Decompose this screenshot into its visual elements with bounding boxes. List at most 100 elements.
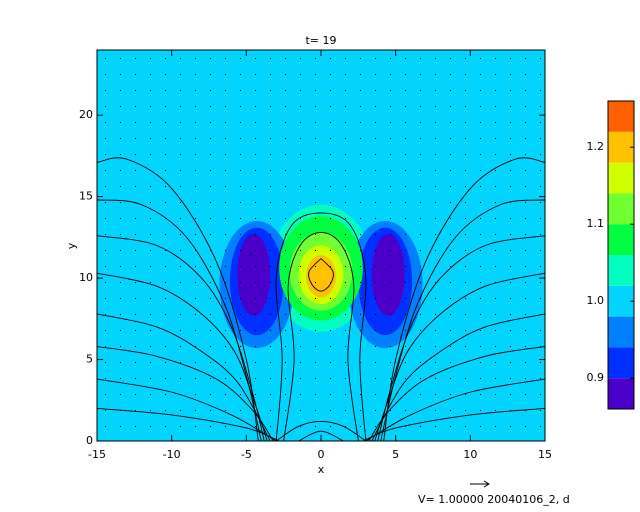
vector-dot	[225, 410, 226, 411]
vector-dot	[435, 74, 436, 75]
vector-dot	[360, 186, 361, 187]
vector-dot	[210, 74, 211, 75]
vector-dot	[120, 154, 121, 155]
vector-dot	[495, 426, 496, 427]
vector-dot	[405, 378, 406, 379]
vector-dot	[270, 234, 271, 235]
vector-dot	[525, 170, 526, 171]
vector-dot	[105, 154, 106, 155]
vector-dot	[450, 394, 451, 395]
vector-dot	[300, 298, 301, 299]
vector-dot	[135, 330, 136, 331]
vector-dot	[120, 426, 121, 427]
vector-dot	[225, 138, 226, 139]
vector-dot	[315, 186, 316, 187]
vector-dot	[345, 282, 346, 283]
vector-dot	[360, 170, 361, 171]
vector-dot	[420, 250, 421, 251]
vector-dot	[405, 426, 406, 427]
vector-dot	[405, 106, 406, 107]
vector-dot	[480, 346, 481, 347]
vector-dot	[300, 282, 301, 283]
vector-dot	[495, 90, 496, 91]
vector-dot	[165, 250, 166, 251]
vector-dot	[300, 426, 301, 427]
vector-dot	[450, 58, 451, 59]
vector-dot	[360, 58, 361, 59]
vector-dot	[540, 266, 541, 267]
vector-dot	[270, 266, 271, 267]
vector-dot	[330, 362, 331, 363]
vector-dot	[420, 266, 421, 267]
vector-dot	[450, 410, 451, 411]
vector-dot	[315, 330, 316, 331]
vector-dot	[360, 74, 361, 75]
vector-dot	[525, 410, 526, 411]
vector-dot	[270, 106, 271, 107]
vector-dot	[105, 362, 106, 363]
vector-dot	[300, 250, 301, 251]
vector-dot	[135, 426, 136, 427]
vector-dot	[480, 234, 481, 235]
vector-dot	[225, 106, 226, 107]
vector-dot	[375, 394, 376, 395]
vector-dot	[435, 330, 436, 331]
vector-dot	[300, 410, 301, 411]
field-line	[275, 420, 367, 441]
vector-dot	[255, 298, 256, 299]
vector-dot	[390, 170, 391, 171]
vector-dot	[450, 154, 451, 155]
vector-dot	[405, 138, 406, 139]
vector-dot	[165, 218, 166, 219]
vector-dot	[450, 186, 451, 187]
vector-dot	[150, 122, 151, 123]
vector-dot	[210, 330, 211, 331]
vector-dot	[540, 170, 541, 171]
vector-dot	[360, 426, 361, 427]
vector-dot	[180, 330, 181, 331]
vector-dot	[270, 58, 271, 59]
vector-dot	[255, 90, 256, 91]
vector-dot	[480, 378, 481, 379]
vector-dot	[120, 186, 121, 187]
vector-dot	[390, 298, 391, 299]
vector-dot	[135, 250, 136, 251]
vector-dot	[150, 394, 151, 395]
vector-dot	[165, 362, 166, 363]
vector-dot	[210, 394, 211, 395]
vector-dot	[375, 170, 376, 171]
vector-dot	[435, 122, 436, 123]
vector-dot	[300, 394, 301, 395]
vector-dot	[255, 426, 256, 427]
vector-dot	[240, 266, 241, 267]
vector-dot	[420, 346, 421, 347]
vector-dot	[225, 170, 226, 171]
vector-dot	[210, 362, 211, 363]
colorbar-band	[608, 378, 634, 409]
vector-dot	[405, 170, 406, 171]
vector-dot	[255, 154, 256, 155]
vector-dot	[420, 106, 421, 107]
vector-dot	[285, 90, 286, 91]
vector-dot	[150, 154, 151, 155]
vector-dot	[330, 378, 331, 379]
vector-dot	[150, 218, 151, 219]
vector-dot	[540, 138, 541, 139]
vector-dot	[105, 138, 106, 139]
vector-dot	[405, 266, 406, 267]
vector-dot	[165, 122, 166, 123]
vector-dot	[255, 170, 256, 171]
vector-dot	[540, 154, 541, 155]
vector-dot	[270, 202, 271, 203]
vector-dot	[450, 298, 451, 299]
vector-dot	[135, 154, 136, 155]
vector-dot	[540, 58, 541, 59]
vector-dot	[255, 314, 256, 315]
vector-dot	[465, 234, 466, 235]
vector-dot	[525, 218, 526, 219]
vector-dot	[180, 122, 181, 123]
vector-dot	[435, 154, 436, 155]
vector-dot	[330, 394, 331, 395]
vector-dot	[255, 202, 256, 203]
vector-dot	[180, 282, 181, 283]
